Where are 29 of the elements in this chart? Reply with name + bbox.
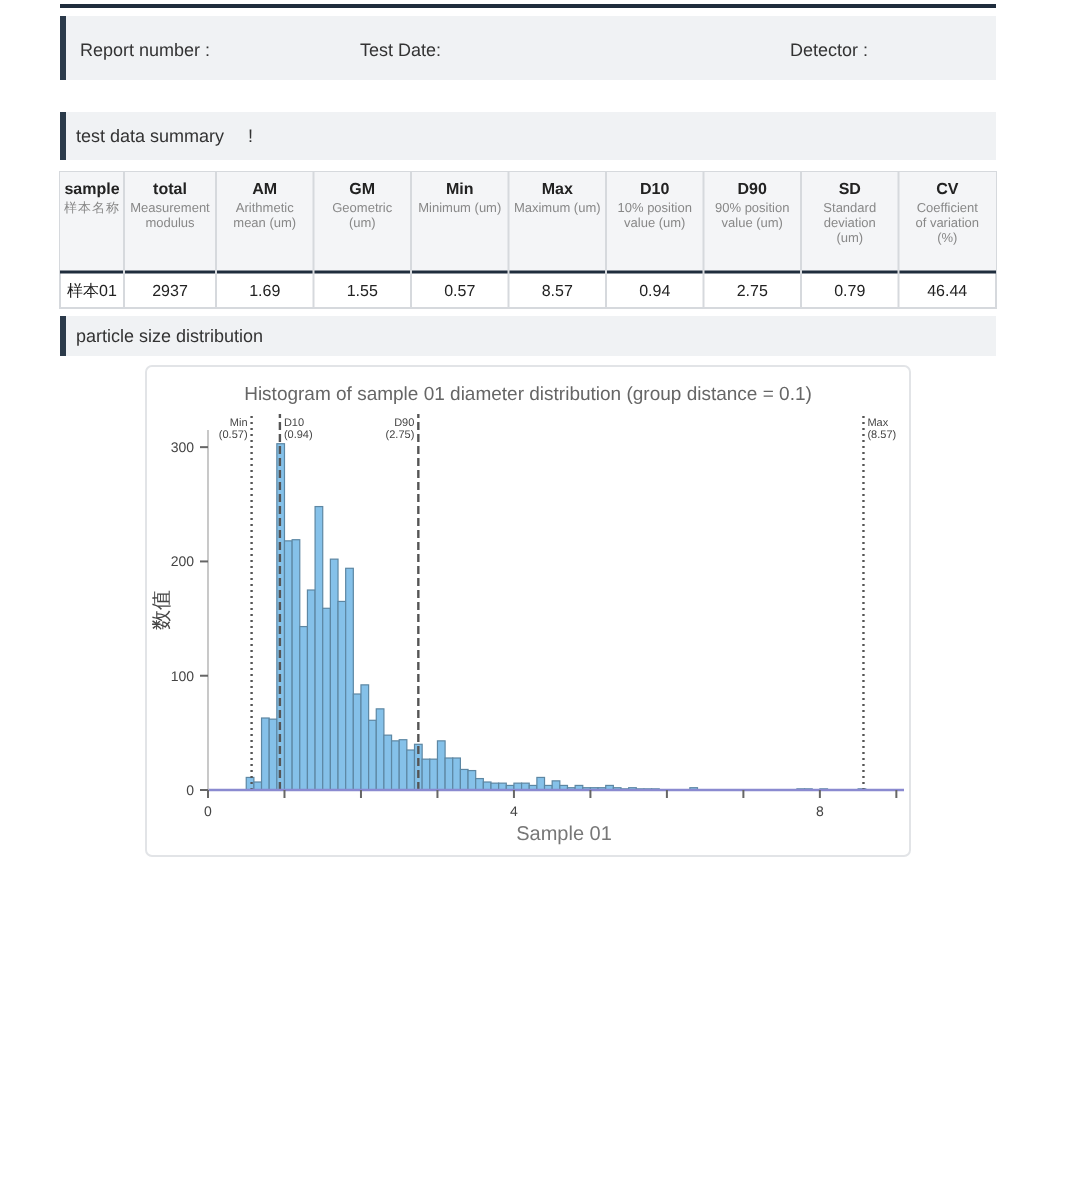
text: Max xyxy=(541,180,574,198)
text: 样本01 xyxy=(67,282,118,300)
x-axis-title: Sample 01 xyxy=(516,824,613,846)
text: CV xyxy=(936,180,960,198)
text: GM xyxy=(349,180,376,198)
text: 0.57 xyxy=(444,282,477,300)
text: Test Date: xyxy=(360,40,442,60)
text: Detector : xyxy=(790,40,869,60)
text: 1.69 xyxy=(249,282,282,300)
text: SD xyxy=(838,180,862,198)
text: 2.75 xyxy=(736,282,769,300)
text: 8.57 xyxy=(541,282,574,300)
text: particle size distribution xyxy=(76,326,264,346)
text: 1.55 xyxy=(346,282,379,300)
text: test data summary xyxy=(76,126,226,146)
text: 2937 xyxy=(152,282,189,300)
text: sample xyxy=(64,180,121,198)
text: ! xyxy=(248,126,254,146)
text: 46.44 xyxy=(927,282,969,300)
y-axis-title: 数值 xyxy=(152,590,174,630)
text: 0.94 xyxy=(639,282,672,300)
text: Min xyxy=(445,180,474,198)
text: total xyxy=(153,180,187,198)
text: D10 xyxy=(640,180,671,198)
text: Report number : xyxy=(80,40,211,60)
text: D90 xyxy=(737,180,769,198)
chart-title: Histogram of sample 01 diameter distribution (group distance = 0.1) xyxy=(244,384,812,406)
text: 0.79 xyxy=(834,282,867,300)
text: AM xyxy=(252,180,278,198)
